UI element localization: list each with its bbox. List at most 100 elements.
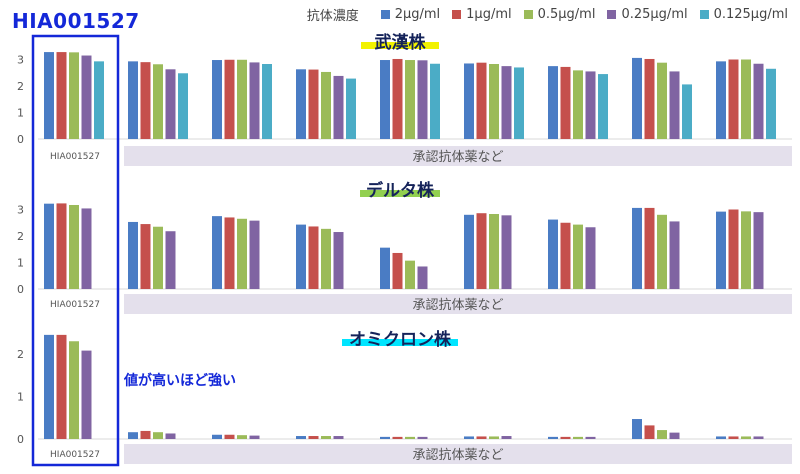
band-label: 承認抗体薬など — [412, 447, 503, 463]
bar — [380, 60, 390, 139]
bar — [632, 57, 642, 139]
legend-item-1: 1μg/ml — [452, 7, 512, 22]
bar — [632, 207, 642, 289]
bar — [296, 436, 306, 439]
bar — [140, 430, 151, 439]
bar — [128, 61, 138, 140]
bar — [489, 436, 499, 439]
bar — [476, 213, 487, 289]
bar — [657, 214, 667, 289]
bar — [237, 435, 247, 439]
bar — [333, 75, 344, 139]
bar — [728, 59, 739, 139]
bar — [741, 211, 751, 289]
bar — [308, 436, 319, 439]
bar — [212, 434, 222, 439]
legend-label: 1μg/ml — [466, 7, 512, 22]
bar — [153, 432, 163, 439]
legend-label: 0.5μg/ml — [537, 7, 596, 22]
bar — [178, 73, 188, 139]
bar — [321, 228, 331, 289]
y-tick-label: 1 — [17, 257, 24, 270]
bar — [669, 432, 680, 439]
bar — [56, 334, 67, 439]
bar — [585, 436, 596, 439]
title-highlight — [361, 42, 439, 49]
bar — [766, 68, 776, 139]
bar — [644, 425, 655, 439]
bar — [560, 222, 571, 289]
bar — [321, 436, 331, 439]
legend-swatch — [380, 10, 390, 19]
bar — [296, 224, 306, 289]
y-tick-label: 0 — [17, 133, 24, 146]
bar — [585, 227, 596, 289]
bar — [464, 436, 474, 439]
bar — [501, 436, 512, 439]
bar — [417, 266, 428, 289]
bar — [165, 231, 176, 289]
bar — [417, 436, 428, 439]
legend-label: 0.25μg/ml — [621, 7, 688, 22]
bar — [140, 224, 151, 289]
bar — [128, 432, 138, 439]
legend-swatch — [607, 10, 617, 19]
bar — [321, 71, 331, 139]
bar — [476, 62, 487, 139]
bar — [69, 52, 79, 139]
y-tick-label: 0 — [17, 433, 24, 446]
legend-swatch — [523, 10, 533, 19]
bar — [728, 436, 739, 439]
panel-title: デルタ株 — [366, 180, 435, 201]
bar — [380, 436, 390, 439]
bar — [153, 64, 163, 139]
bar — [165, 433, 176, 439]
hia-group-label: HIA001527 — [50, 300, 100, 310]
bar — [44, 52, 54, 139]
legend-item-0125: 0.125μg/ml — [699, 7, 788, 22]
bar — [405, 60, 415, 139]
bar — [56, 52, 67, 139]
bar — [237, 59, 247, 139]
bar — [464, 63, 474, 139]
bar — [44, 203, 54, 289]
bar — [392, 436, 403, 439]
antibody-id-title: HIA001527 — [12, 9, 140, 33]
bar — [81, 350, 92, 439]
bar — [153, 226, 163, 289]
bar — [489, 64, 499, 139]
y-tick-label: 2 — [17, 348, 24, 361]
bar — [346, 78, 356, 139]
bar — [224, 59, 235, 139]
bar — [392, 252, 403, 289]
bar — [585, 71, 596, 139]
bar — [308, 226, 319, 289]
bar — [682, 84, 692, 139]
bar — [501, 66, 512, 139]
y-tick-label: 3 — [17, 54, 24, 67]
bar — [165, 69, 176, 139]
bar — [753, 436, 764, 439]
approved-antibodies-band — [124, 294, 792, 314]
bar — [69, 204, 79, 289]
bar — [644, 58, 655, 139]
bar — [140, 62, 151, 139]
hia-group-label: HIA001527 — [50, 450, 100, 460]
bar — [44, 334, 54, 439]
hia-highlight-box — [31, 34, 120, 467]
bar — [392, 58, 403, 139]
approved-antibodies-band — [124, 146, 792, 166]
band-label: 承認抗体薬など — [412, 297, 503, 313]
bar — [573, 436, 583, 439]
bar — [476, 436, 487, 439]
bar — [249, 220, 260, 289]
bar — [573, 224, 583, 289]
bar — [741, 436, 751, 439]
bar — [81, 55, 92, 139]
bar — [380, 247, 390, 289]
bar — [657, 62, 667, 139]
title-highlight — [360, 190, 440, 197]
legend-swatch — [699, 10, 709, 19]
bar — [94, 61, 104, 140]
